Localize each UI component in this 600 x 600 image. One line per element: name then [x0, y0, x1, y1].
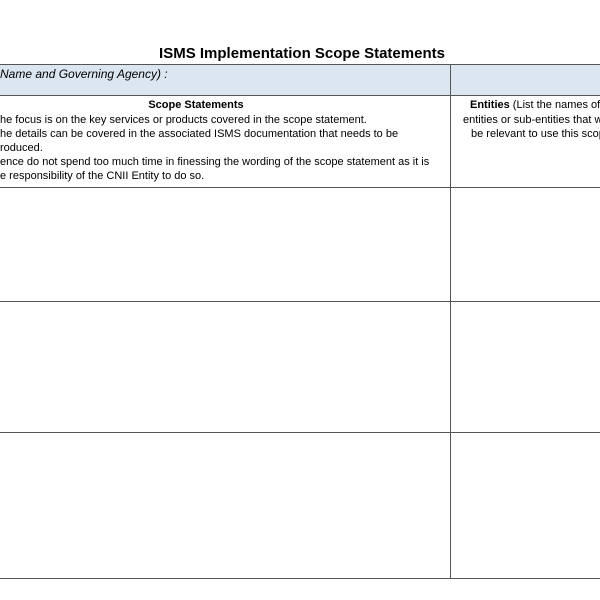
note-line: e responsibility of the CNII Entity to d…: [0, 170, 205, 182]
row-border: [0, 95, 600, 96]
scope-notes: he focus is on the key services or produ…: [0, 113, 429, 183]
row-border: [0, 187, 600, 188]
row-border: [0, 432, 600, 433]
entities-header-bold: Entities: [470, 99, 510, 111]
note-line: be relevant to use this scope: [471, 128, 600, 140]
note-line: roduced.: [0, 142, 43, 154]
note-line: he focus is on the key services or produ…: [0, 114, 367, 126]
row-border: [0, 578, 600, 579]
entities-header: Entities (List the names of: [470, 98, 600, 112]
note-line: ence do not spend too much time in fines…: [0, 156, 430, 168]
row-border: [0, 301, 600, 302]
note-line: he details can be covered in the associa…: [0, 128, 399, 140]
column-border: [450, 64, 451, 579]
scope-header: Scope Statements: [148, 99, 244, 111]
note-line: entities or sub-entities that w: [463, 114, 600, 126]
row-border: [0, 64, 600, 65]
document-title: ISMS Implementation Scope Statements: [159, 45, 445, 62]
agency-label: Name and Governing Agency) :: [0, 67, 168, 81]
header-row: [0, 64, 600, 95]
entities-notes: entities or sub-entities that w be releva…: [463, 113, 600, 141]
entities-header-rest: (List the names of: [509, 99, 600, 111]
